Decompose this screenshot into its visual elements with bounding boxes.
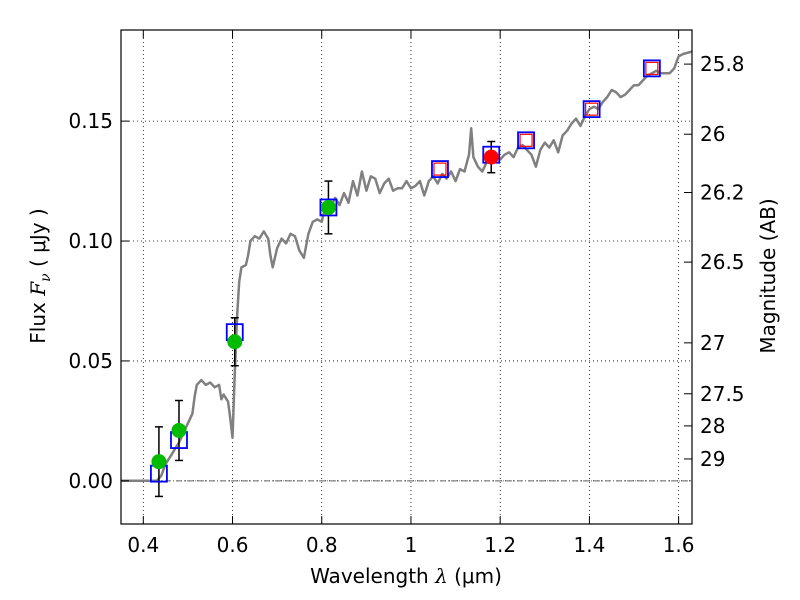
mag-tick-label: 26.5	[700, 250, 745, 274]
blue-squares	[150, 59, 661, 483]
red-data-point	[483, 149, 499, 165]
red-square-marker	[645, 61, 659, 75]
mag-tick-label: 27	[700, 331, 725, 355]
blue-square-marker	[582, 100, 601, 119]
y-tick-label: 0.10	[68, 229, 113, 253]
green-data-point	[227, 334, 243, 350]
mag-tick-label: 28	[700, 414, 725, 438]
mag-tick-label: 26.2	[700, 181, 745, 205]
red-square-marker	[433, 162, 447, 176]
red-squares	[433, 61, 659, 176]
axis-ticks: 0.4 0.6 0.8 1 1.2 1.4 1.6 0.00 0.05 0.10 0.15 25.8 2…	[68, 30, 745, 557]
y-tick-label: 0.15	[68, 109, 113, 133]
green-points	[151, 199, 336, 470]
plot-frame	[120, 29, 693, 525]
svg-text:Wavelength λ (μm): Wavelength λ (μm)	[310, 564, 502, 588]
y-tick-label: 0.00	[68, 469, 113, 493]
red-points	[483, 149, 499, 165]
x-tick-label: 1	[405, 533, 418, 557]
x-tick-label: 1.6	[663, 533, 695, 557]
mag-tick-label: 27.5	[700, 382, 745, 406]
x-tick-label: 1.2	[484, 533, 516, 557]
x-tick-label: 0.8	[306, 533, 338, 557]
y2-axis-label: Magnitude (AB)	[756, 198, 780, 353]
grid	[121, 30, 692, 524]
x-axis-label: Wavelength λ (μm)	[310, 564, 502, 588]
error-bars	[154, 140, 496, 498]
mag-tick-label: 26	[700, 122, 725, 146]
mag-tick-label: 29	[700, 447, 725, 471]
blue-square-marker	[431, 160, 449, 178]
svg-text:Magnitude (AB): Magnitude (AB)	[756, 198, 780, 353]
green-data-point	[320, 199, 336, 215]
svg-text:Flux Fν ( μJy ): Flux Fν ( μJy )	[26, 208, 54, 343]
y-axis-label: Flux Fν ( μJy )	[26, 208, 54, 343]
blue-square-marker	[517, 131, 535, 150]
green-data-point	[171, 422, 187, 438]
x-tick-label: 0.4	[127, 533, 159, 557]
red-square-marker	[585, 102, 599, 116]
blue-square-marker	[642, 59, 661, 78]
x-tick-label: 0.6	[217, 533, 249, 557]
green-data-point	[151, 454, 167, 470]
model-spectrum-line	[121, 50, 693, 483]
red-square-marker	[519, 133, 533, 147]
blue-square-marker	[319, 198, 338, 217]
y-tick-label: 0.05	[68, 349, 113, 373]
x-tick-label: 1.4	[573, 533, 605, 557]
mag-tick-label: 25.8	[700, 52, 745, 76]
